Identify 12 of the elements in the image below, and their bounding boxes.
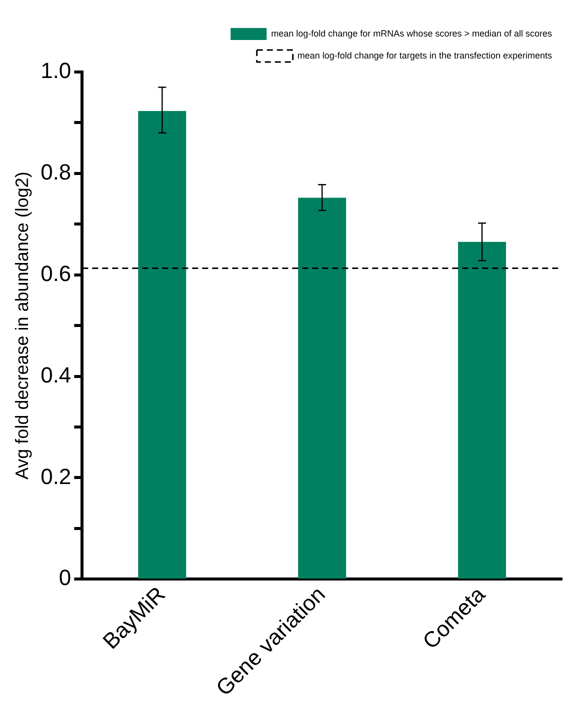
y-axis-title: Avg fold decrease in abundance (log2) — [12, 172, 32, 480]
legend-label: mean log-fold change for targets in the transfection experiments — [297, 50, 552, 60]
y-tick-label: 1.0 — [40, 58, 72, 84]
y-tick-label: 0.8 — [40, 159, 72, 184]
bar — [298, 198, 346, 579]
y-tick-label: 0.4 — [40, 362, 72, 388]
y-tick-label: 0.2 — [40, 464, 72, 489]
bar — [138, 111, 186, 579]
y-tick-label: 0 — [58, 565, 72, 590]
legend-label: mean log-fold change for mRNAs whose scores > median of all scores — [271, 28, 552, 38]
y-tick-label: 0.6 — [40, 260, 72, 286]
bar — [458, 242, 506, 579]
